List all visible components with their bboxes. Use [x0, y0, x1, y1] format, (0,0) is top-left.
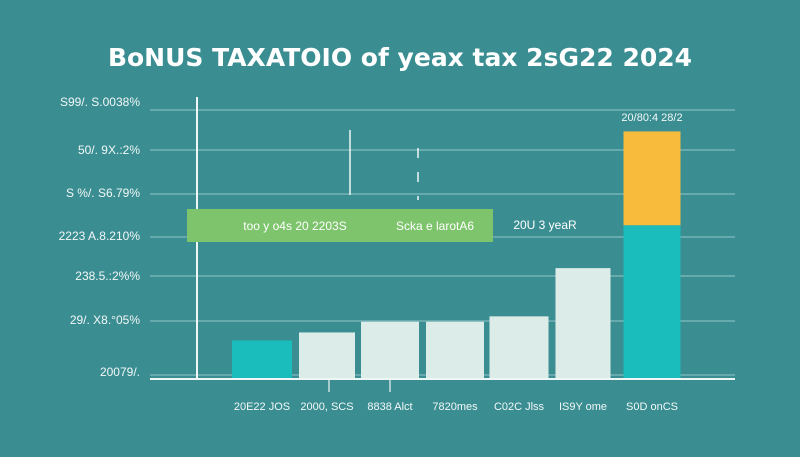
banner — [187, 209, 493, 242]
chart-title: BoNUS TAXATOIO of yeax tax 2sG22 2024 — [108, 43, 692, 72]
y-tick-label: 2223 A.8.210% — [59, 229, 141, 243]
y-tick-label: S99/. S.0038% — [60, 95, 140, 109]
x-tick-label: S0D onCS — [626, 401, 678, 413]
banner-text-right: Scka e larotA6 — [396, 219, 474, 233]
bar-top-7 — [623, 131, 681, 226]
bar-base-1 — [232, 340, 292, 378]
bar-base-7 — [623, 225, 681, 378]
x-tick-label: IS9Y ome — [559, 401, 607, 413]
bar-base-2 — [299, 332, 355, 378]
banner-text-left: too y o4s 20 2203S — [243, 219, 346, 233]
bar-top-label: 20/80:4 28/2 — [621, 112, 682, 124]
bar-base-5 — [489, 316, 549, 378]
side-note: 20U 3 yeaR — [513, 218, 577, 232]
y-tick-label: 29/. X8.°05% — [70, 313, 141, 327]
x-tick-label: 7820mes — [432, 401, 478, 413]
x-tick-labels: 20E22 JOS 2000, SCS 8838 Alct 7820mes C02C J… — [234, 401, 678, 413]
x-tick-label: 2000, SCS — [300, 401, 353, 413]
bar-base-3 — [361, 321, 419, 378]
bar-base-4 — [426, 321, 484, 378]
y-tick-label: 238.5.:2%% — [75, 269, 140, 283]
bar-base-6 — [555, 268, 611, 378]
y-tick-label: 20079/. — [100, 365, 140, 379]
y-tick-label: 50/. 9X.:2% — [78, 143, 140, 157]
x-tick-label: 20E22 JOS — [234, 401, 290, 413]
x-tick-label: 8838 Alct — [367, 401, 412, 413]
y-tick-labels: S99/. S.0038% 50/. 9X.:2% S %/. S6.79% 2223… — [59, 95, 141, 379]
y-tick-label: S %/. S6.79% — [66, 186, 140, 200]
x-tick-label: C02C Jlss — [494, 401, 545, 413]
bars — [232, 131, 681, 378]
